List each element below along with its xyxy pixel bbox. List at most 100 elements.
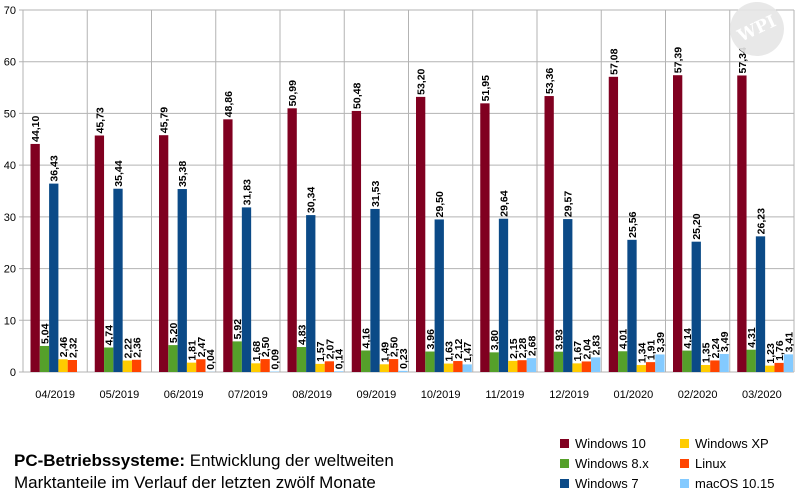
bar: [370, 208, 380, 372]
data-label: 1,49: [379, 342, 391, 363]
x-tick-label: 06/2019: [164, 389, 204, 401]
data-label: 45,73: [94, 107, 106, 133]
data-label: 1,81: [187, 340, 199, 361]
x-tick-label: 02/2020: [678, 389, 718, 401]
data-label: 3,49: [719, 331, 731, 352]
bar: [122, 360, 132, 372]
data-label: 2,83: [591, 335, 603, 356]
bar: [774, 362, 784, 372]
data-label: 2,50: [260, 336, 272, 357]
bar: [591, 357, 601, 372]
data-label: 2,47: [196, 337, 208, 358]
data-label: 5,20: [168, 323, 180, 344]
bar: [655, 354, 665, 372]
x-tick-label: 04/2019: [35, 389, 75, 401]
bar: [425, 351, 435, 372]
data-label: 2,50: [389, 336, 401, 357]
data-label: 0,09: [269, 349, 281, 370]
bar: [315, 363, 325, 372]
data-label: 1,68: [251, 341, 263, 362]
data-label: 2,07: [324, 339, 336, 360]
data-label: 1,35: [701, 342, 713, 363]
bar: [443, 363, 454, 372]
legend-item: Windows 8.x: [560, 456, 649, 472]
bar: [49, 183, 59, 372]
bar: [783, 354, 794, 372]
data-label: 31,83: [242, 179, 254, 205]
legend-swatch: [680, 479, 689, 488]
bar: [113, 188, 123, 372]
chart-caption: PC-Betriebssysteme: Entwicklung der welt…: [14, 450, 454, 494]
bar: [379, 364, 389, 372]
bar: [296, 347, 307, 372]
legend-item: Windows XP: [680, 436, 769, 452]
bar: [260, 359, 270, 372]
bar: [636, 365, 646, 372]
data-label: 5,92: [232, 319, 244, 340]
bar: [563, 219, 573, 372]
data-label: 1,57: [315, 341, 327, 362]
bar: [489, 352, 499, 372]
bar: [682, 350, 692, 372]
bar: [608, 76, 619, 373]
bar: [168, 345, 178, 372]
bar: [67, 360, 77, 372]
bar: [765, 365, 775, 372]
data-label: 4,31: [746, 327, 758, 348]
legend-item: Windows 10: [560, 436, 646, 452]
bar: [434, 219, 444, 372]
bar: [241, 207, 252, 372]
data-label: 29,57: [563, 191, 575, 217]
bar: [398, 370, 408, 372]
bar: [186, 362, 197, 372]
x-tick-label: 08/2019: [292, 389, 332, 401]
bar: [710, 360, 720, 372]
data-label: 29,64: [499, 190, 511, 216]
bar: [627, 239, 637, 372]
bar: [223, 119, 233, 372]
bar: [306, 215, 316, 372]
data-label: 4,74: [104, 325, 116, 346]
data-label: 44,10: [30, 116, 42, 142]
data-label: 3,41: [783, 332, 795, 353]
data-label: 25,20: [691, 213, 703, 239]
data-label: 1,67: [572, 341, 584, 362]
bar: [526, 358, 537, 372]
y-tick-label: 20: [4, 264, 16, 276]
legend-swatch: [680, 459, 689, 468]
x-tick-label: 01/2020: [613, 389, 653, 401]
x-tick-label: 12/2019: [549, 389, 589, 401]
x-tick-label: 03/2020: [742, 389, 782, 401]
bar: [58, 359, 68, 372]
legend-item: Linux: [680, 456, 726, 472]
data-label: 45,79: [159, 107, 171, 133]
legend-item: macOS 10.15: [680, 476, 775, 492]
data-label: 4,83: [296, 324, 308, 345]
data-label: 2,28: [517, 338, 529, 359]
x-tick-label: 11/2019: [485, 389, 524, 401]
bar: [572, 363, 582, 372]
bar: [131, 359, 142, 372]
y-tick-label: 10: [4, 315, 16, 327]
data-label: 31,53: [370, 181, 382, 207]
y-tick-label: 0: [10, 367, 16, 379]
bar: [388, 359, 399, 372]
data-label: 50,99: [287, 80, 299, 106]
data-label: 57,08: [608, 48, 620, 74]
y-tick-label: 30: [4, 212, 16, 224]
data-label: 2,32: [67, 337, 79, 358]
data-label: 2,68: [526, 336, 538, 357]
data-label: 50,48: [351, 83, 363, 109]
legend-label: Windows 10: [575, 436, 646, 451]
data-label: 1,63: [444, 341, 456, 362]
data-label: 26,23: [756, 208, 768, 234]
bar: [645, 362, 656, 372]
x-tick-label: 05/2019: [99, 389, 139, 401]
bar: [517, 360, 527, 372]
data-label: 0,04: [205, 349, 217, 370]
bar: [453, 361, 463, 372]
market-share-chart: 0 10 20 30 40 50 60 70 44,10 45,73 45,79 48,86 50,99…: [4, 5, 796, 401]
data-label: 1,76: [774, 340, 786, 361]
legend-label: Windows XP: [695, 436, 769, 451]
bar: [691, 241, 701, 372]
